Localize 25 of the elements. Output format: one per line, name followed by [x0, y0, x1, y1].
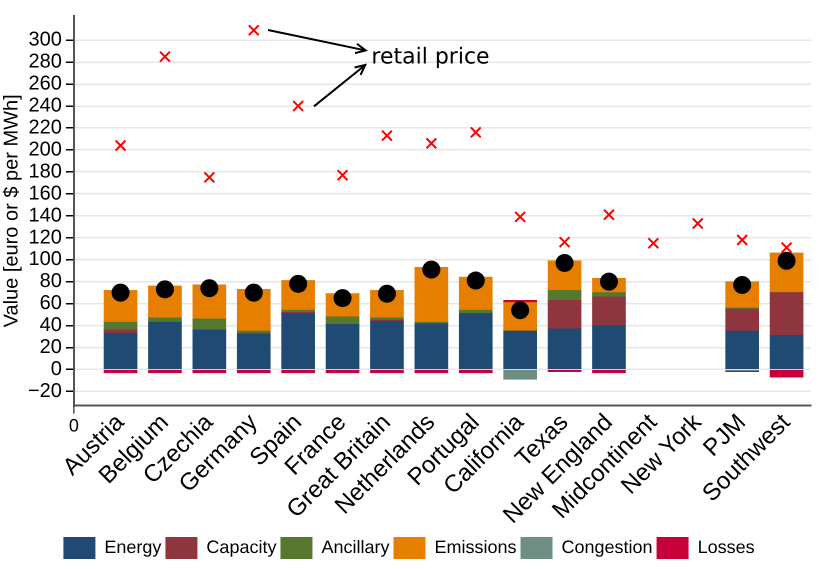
legend-label: Energy: [104, 536, 162, 557]
y-tick-label: 140: [28, 204, 62, 226]
y-tick-label: 260: [28, 72, 62, 95]
annotation: retail price: [371, 44, 490, 70]
y-tick-label: 40: [40, 314, 62, 336]
y-tick-label: 240: [28, 94, 62, 117]
y-tick-label: 100: [28, 248, 62, 270]
y-tick-label: 60: [40, 292, 62, 314]
y-tick-label: 20: [40, 336, 62, 358]
y-tick-label: 0: [50, 358, 62, 380]
y-tick-label: 200: [28, 138, 62, 160]
y-tick-label: 180: [28, 160, 62, 182]
y-tick-label: 160: [28, 182, 62, 204]
y-tick-label: −20: [28, 380, 62, 402]
y-tick-label: 120: [28, 226, 62, 248]
legend-label: Emissions: [434, 536, 517, 557]
legend-label: Ancillary: [321, 536, 390, 557]
y-tick-label: 80: [40, 270, 62, 292]
y-tick-label: 220: [28, 116, 62, 138]
legend-label: Congestion: [562, 536, 653, 557]
y-axis-title: Value [euro or $ per MWh]: [0, 94, 23, 328]
y-tick-label: 300: [28, 28, 62, 51]
legend-label: Losses: [698, 536, 755, 557]
legend-label: Capacity: [206, 536, 276, 557]
y-tick-label: 280: [28, 50, 62, 73]
